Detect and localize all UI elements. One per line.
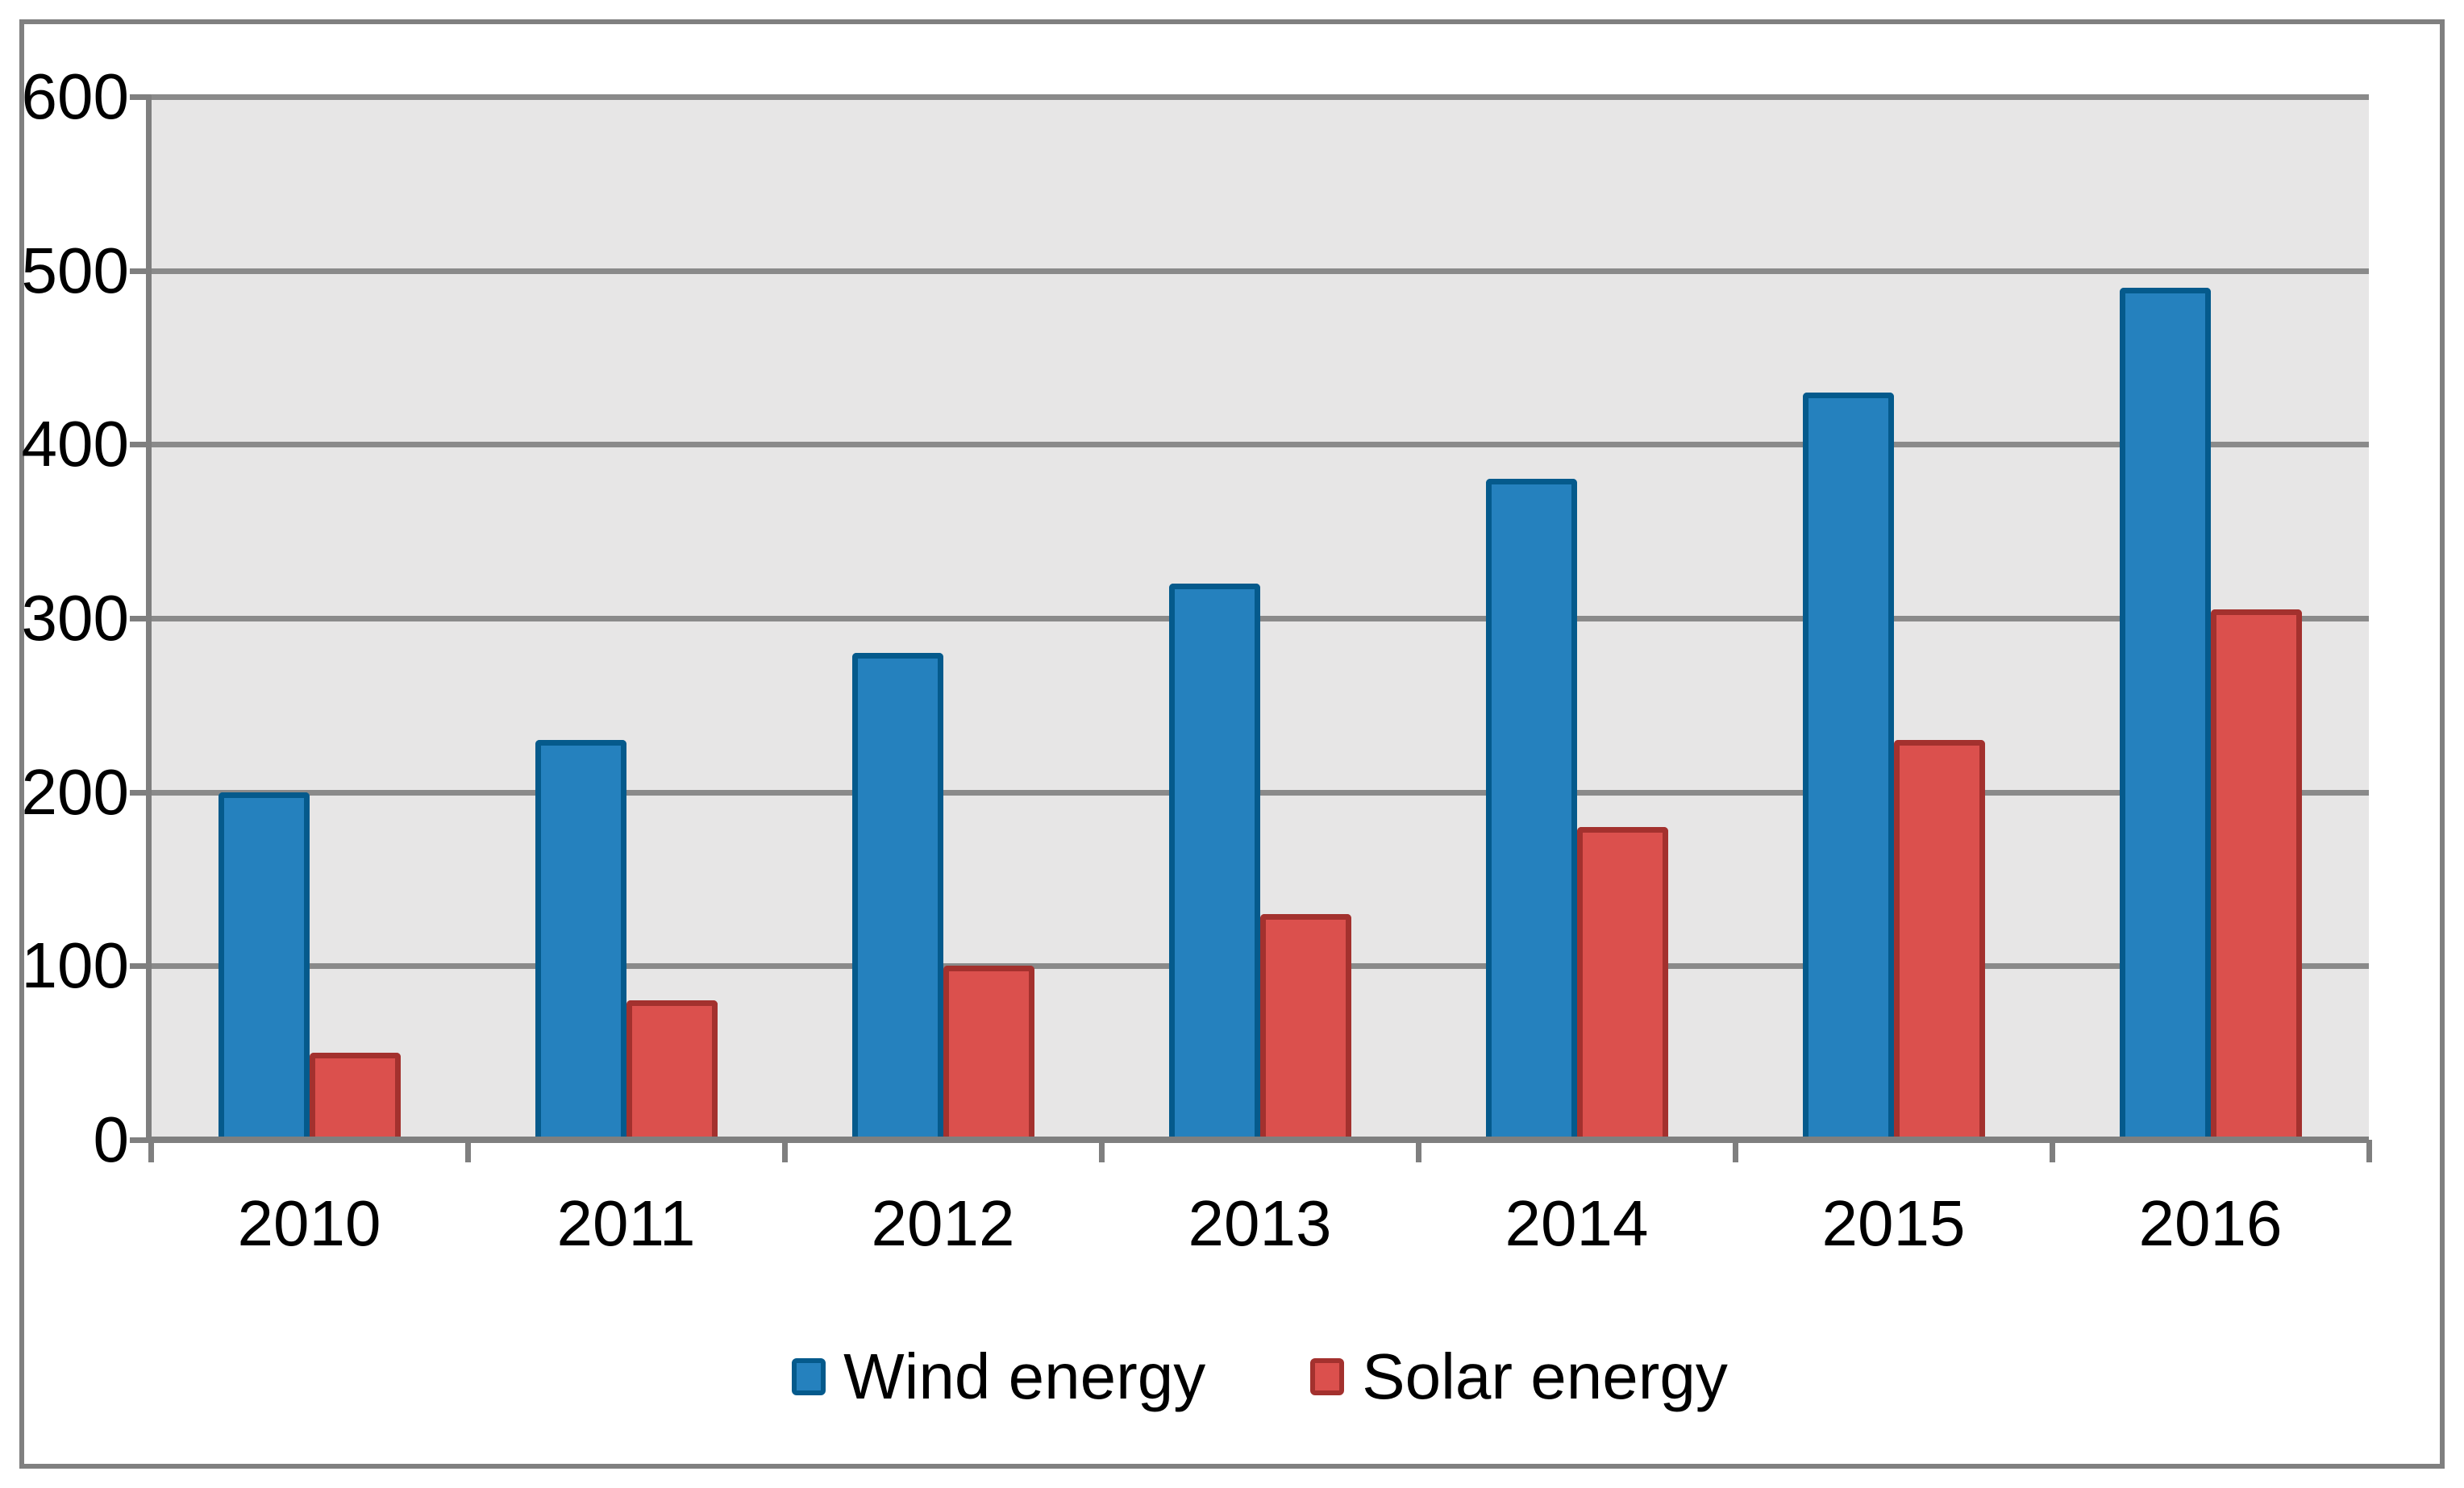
x-tick-mark-5 bbox=[1733, 1140, 1738, 1162]
x-tick-mark-4 bbox=[1416, 1140, 1421, 1162]
legend-swatch-solar-icon bbox=[1310, 1358, 1345, 1395]
bar-group-2015 bbox=[1735, 393, 2052, 1140]
y-tick-mark-200 bbox=[130, 789, 151, 796]
y-tick-label-600: 600 bbox=[21, 60, 129, 132]
y-tick-label-400: 400 bbox=[21, 408, 129, 480]
y-tick-label-500: 500 bbox=[21, 234, 129, 306]
x-tick-mark-2 bbox=[782, 1140, 788, 1162]
x-tick-mark-1 bbox=[465, 1140, 471, 1162]
y-tick-mark-500 bbox=[130, 268, 151, 274]
y-tick-mark-300 bbox=[130, 616, 151, 621]
legend-swatch-wind-icon bbox=[792, 1358, 826, 1395]
bar-solar-2013 bbox=[1259, 914, 1351, 1140]
y-tick-label-100: 100 bbox=[21, 929, 129, 1002]
x-tick-label-2010: 2010 bbox=[237, 1187, 381, 1259]
legend-item-wind: Wind energy bbox=[792, 1342, 1205, 1411]
bar-group-2010 bbox=[151, 792, 468, 1140]
gridline-600 bbox=[151, 94, 2369, 100]
bar-wind-2016 bbox=[2119, 288, 2211, 1140]
bar-solar-2012 bbox=[943, 966, 1034, 1140]
y-tick-mark-400 bbox=[130, 442, 151, 448]
bar-group-2016 bbox=[2052, 288, 2369, 1140]
plot-area bbox=[151, 94, 2369, 1140]
bar-group-2013 bbox=[1101, 584, 1418, 1140]
x-tick-label-2013: 2013 bbox=[1188, 1187, 1332, 1259]
bar-group-2012 bbox=[785, 653, 1101, 1140]
x-tick-label-2012: 2012 bbox=[871, 1187, 1015, 1259]
gridline-400 bbox=[151, 442, 2369, 448]
y-tick-label-0: 0 bbox=[93, 1104, 130, 1175]
y-tick-label-200: 200 bbox=[21, 755, 129, 828]
y-tick-mark-0 bbox=[130, 1137, 151, 1143]
bar-solar-2014 bbox=[1576, 827, 1668, 1140]
gridline-500 bbox=[151, 268, 2369, 274]
legend-item-solar: Solar energy bbox=[1310, 1342, 1728, 1411]
bar-solar-2011 bbox=[626, 1000, 718, 1140]
bar-wind-2014 bbox=[1485, 479, 1577, 1140]
bar-solar-2016 bbox=[2210, 609, 2302, 1140]
legend-label-solar: Solar energy bbox=[1362, 1340, 1728, 1412]
bar-wind-2015 bbox=[1802, 393, 1894, 1140]
legend: Wind energy Solar energy bbox=[151, 1336, 2369, 1417]
legend-label-wind: Wind energy bbox=[843, 1340, 1206, 1412]
bar-wind-2012 bbox=[851, 653, 943, 1140]
x-tick-label-2015: 2015 bbox=[1821, 1187, 1966, 1259]
gridline-200 bbox=[151, 789, 2369, 796]
x-tick-mark-0 bbox=[148, 1140, 154, 1162]
gridline-300 bbox=[151, 616, 2369, 621]
bar-solar-2010 bbox=[309, 1053, 401, 1140]
bar-wind-2010 bbox=[218, 792, 310, 1140]
x-tick-mark-6 bbox=[2050, 1140, 2055, 1162]
x-axis-tick-labels: 2010 2011 2012 2013 2014 2015 2016 bbox=[0, 1191, 2464, 1264]
x-tick-mark-3 bbox=[1099, 1140, 1105, 1162]
x-tick-label-2014: 2014 bbox=[1505, 1187, 1649, 1259]
bar-solar-2015 bbox=[1893, 740, 1985, 1140]
x-tick-label-2011: 2011 bbox=[556, 1187, 696, 1259]
x-tick-label-2016: 2016 bbox=[2138, 1187, 2283, 1259]
y-tick-label-300: 300 bbox=[21, 582, 129, 654]
bar-wind-2011 bbox=[535, 740, 626, 1140]
y-tick-mark-600 bbox=[130, 94, 151, 100]
bar-group-2014 bbox=[1418, 479, 1735, 1140]
x-axis-line bbox=[146, 1137, 2369, 1143]
y-tick-mark-100 bbox=[130, 963, 151, 970]
x-tick-mark-7 bbox=[2366, 1140, 2372, 1162]
bar-wind-2013 bbox=[1168, 584, 1260, 1140]
bar-group-2011 bbox=[468, 740, 785, 1140]
